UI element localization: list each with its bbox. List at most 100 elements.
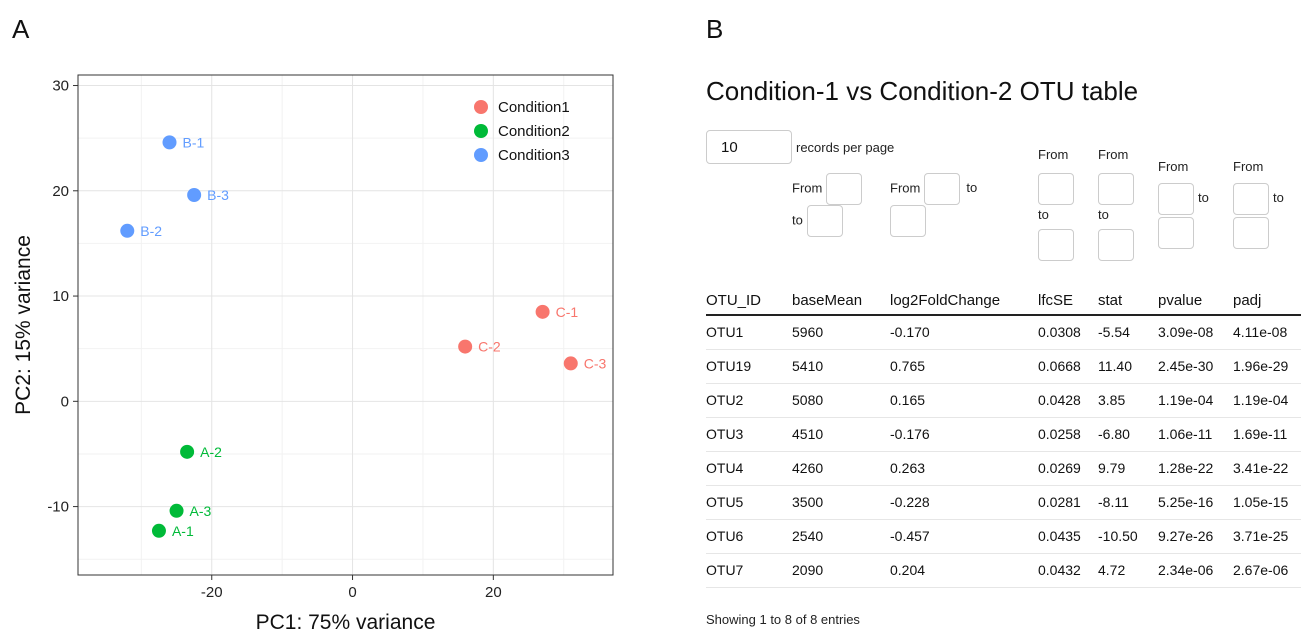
table-title: Condition-1 vs Condition-2 OTU table [706, 76, 1139, 106]
filter-line: From to [890, 173, 977, 205]
column-header-padj[interactable]: padj [1233, 287, 1301, 316]
column-header-pvalue[interactable]: pvalue [1158, 287, 1233, 316]
table-cell: 3.71e-25 [1233, 519, 1301, 554]
legend-key [474, 124, 488, 138]
table-row: OTU19 5410 0.765 0.0668 11.40 2.45e-30 1.96e-2… [706, 349, 1301, 384]
panel-label-a: A [12, 14, 30, 44]
data-point-label: C-3 [584, 355, 607, 371]
data-point [187, 188, 202, 202]
filter-input[interactable] [1098, 229, 1134, 261]
table-cell: 0.204 [890, 553, 1038, 588]
table-cell: 2090 [792, 553, 890, 588]
table-cell: 1.69e-11 [1233, 417, 1301, 452]
filter-line [1098, 229, 1134, 261]
table-cell: -0.170 [890, 315, 1038, 350]
table-cell: 0.0281 [1038, 485, 1098, 520]
filter-line: to [1038, 207, 1049, 222]
table-cell: 0.0668 [1038, 349, 1098, 384]
table-cell: 9.79 [1098, 451, 1158, 486]
table-cell: 5960 [792, 315, 890, 350]
data-point-label: A-1 [172, 523, 194, 539]
data-point-label: B-3 [207, 187, 229, 203]
table-cell: -0.228 [890, 485, 1038, 520]
data-point [535, 304, 550, 319]
column-header-stat[interactable]: stat [1098, 287, 1158, 316]
filter-input[interactable] [1233, 183, 1269, 215]
table-row: OTU5 3500 -0.228 0.0281 -8.11 5.25e-16 1.05e-1… [706, 485, 1301, 520]
filter-label: to [1198, 190, 1209, 206]
filter-input[interactable] [1233, 217, 1269, 249]
filter-input[interactable] [1038, 173, 1074, 205]
y-tick-label: -10 [47, 499, 69, 516]
filter-line [1158, 217, 1194, 249]
table-row: OTU4 4260 0.263 0.0269 9.79 1.28e-22 3.41e-22 [706, 451, 1301, 486]
table-cell: 0.0308 [1038, 315, 1098, 350]
filter-label: to [1038, 207, 1049, 222]
filter-line: to [1098, 207, 1109, 222]
table-cell: 3.85 [1098, 383, 1158, 418]
column-header-lfcse[interactable]: lfcSE [1038, 287, 1098, 316]
table-cell: OTU3 [706, 417, 792, 452]
filter-label: to [966, 180, 978, 196]
table-cell: 4260 [792, 451, 890, 486]
table-cell: 1.19e-04 [1233, 383, 1301, 418]
filter-line [1038, 229, 1074, 261]
table-cell: OTU5 [706, 485, 792, 520]
filter-line [1098, 173, 1134, 205]
panel-label-b: B [706, 14, 724, 44]
filter-label: to [1098, 207, 1109, 222]
column-header-log2foldchange[interactable]: log2FoldChange [890, 287, 1038, 316]
filter-input[interactable] [924, 173, 961, 205]
table-cell: -10.50 [1098, 519, 1158, 554]
x-tick-label: 0 [348, 584, 356, 601]
filter-label: From [1158, 159, 1189, 174]
table-row: OTU1 5960 -0.170 0.0308 -5.54 3.09e-08 4.11e-0… [706, 315, 1301, 350]
filter-input[interactable] [890, 205, 926, 237]
table-cell: 4.72 [1098, 553, 1158, 588]
page-length-control: 10 records per page [706, 129, 1301, 165]
filter-input[interactable] [826, 173, 863, 205]
filter-label: to [792, 212, 803, 228]
table-header-row: OTU_ID baseMean log2FoldChange lfcSE stat pva… [706, 287, 1301, 316]
pca-scatter-plot: -20 0 20 -10 0 10 20 30 PC1: 75% variance PC2: 15… [12, 74, 614, 634]
table-row: OTU2 5080 0.165 0.0428 3.85 1.19e-04 1.19e-04 [706, 383, 1301, 418]
page-length-input[interactable]: 10 [706, 130, 792, 164]
table-cell: 4510 [792, 417, 890, 452]
table-cell: 1.19e-04 [1158, 383, 1233, 418]
table-cell: 0.0269 [1038, 451, 1098, 486]
data-point-label: A-2 [200, 444, 222, 460]
y-axis-title: PC2: 15% variance [12, 235, 35, 415]
data-point [458, 339, 473, 354]
x-axis-title: PC1: 75% variance [256, 611, 436, 634]
column-header-otu-id[interactable]: OTU_ID [706, 287, 792, 316]
table-cell: -8.11 [1098, 485, 1158, 520]
table-cell: 0.765 [890, 349, 1038, 384]
table-cell: OTU6 [706, 519, 792, 554]
table-row: OTU6 2540 -0.457 0.0435 -10.50 9.27e-26 3.71e-… [706, 519, 1301, 554]
table-cell: 1.96e-29 [1233, 349, 1301, 384]
filter-line [890, 205, 926, 237]
table-cell: OTU1 [706, 315, 792, 350]
legend-key [474, 100, 488, 114]
filter-input[interactable] [1038, 229, 1074, 261]
table-cell: 5410 [792, 349, 890, 384]
filter-input[interactable] [806, 205, 843, 237]
table-cell: 3.09e-08 [1158, 315, 1233, 350]
page-length-label: records per page [796, 139, 895, 155]
filter-input[interactable] [1098, 173, 1134, 205]
filter-label: From [792, 180, 823, 196]
table-cell: 9.27e-26 [1158, 519, 1233, 554]
table-cell: 3500 [792, 485, 890, 520]
legend-label: Condition3 [498, 147, 570, 164]
data-point-label: C-1 [556, 304, 579, 320]
data-point-label: A-3 [190, 503, 212, 519]
filter-input[interactable] [1158, 217, 1194, 249]
data-point [151, 523, 166, 538]
filter-input[interactable] [1158, 183, 1194, 215]
filter-line: From [1233, 159, 1263, 174]
column-header-basemean[interactable]: baseMean [792, 287, 890, 316]
table-cell: 1.28e-22 [1158, 451, 1233, 486]
table-cell: OTU2 [706, 383, 792, 418]
table-cell: OTU7 [706, 553, 792, 588]
filter-label: From [890, 180, 921, 196]
